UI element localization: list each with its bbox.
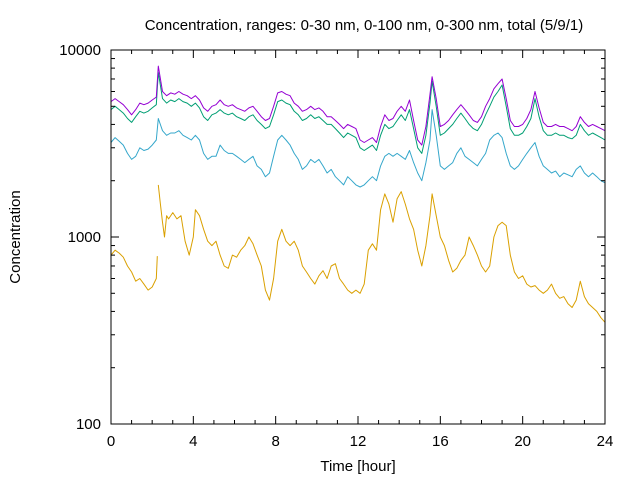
x-axis-label: Time [hour] xyxy=(320,458,395,475)
y-axis-label: Concentration xyxy=(7,190,24,283)
y-tick-label: 100 xyxy=(76,416,101,433)
y-tick-label: 10000 xyxy=(59,42,101,59)
series-line-3 xyxy=(110,71,606,154)
x-tick-label: 16 xyxy=(432,433,449,450)
x-tick-label: 8 xyxy=(271,433,279,450)
series-line-4 xyxy=(110,65,606,146)
x-tick-label: 4 xyxy=(189,433,197,450)
chart-title: Concentration, ranges: 0-30 nm, 0-100 nm… xyxy=(145,17,584,34)
series-line-1 xyxy=(110,249,158,291)
series-line-1 xyxy=(157,184,606,323)
x-tick-label: 12 xyxy=(350,433,367,450)
x-tick-label: 24 xyxy=(597,433,614,450)
x-tick-label: 0 xyxy=(107,433,115,450)
series-line-2 xyxy=(110,109,606,188)
y-tick-label: 1000 xyxy=(68,229,101,246)
plot-frame xyxy=(110,49,606,425)
ticks-layer: 0 4 8 12 16 20 24 100 1000 10000 xyxy=(59,42,613,450)
x-tick-label: 20 xyxy=(514,433,531,450)
series-layer xyxy=(110,65,606,323)
